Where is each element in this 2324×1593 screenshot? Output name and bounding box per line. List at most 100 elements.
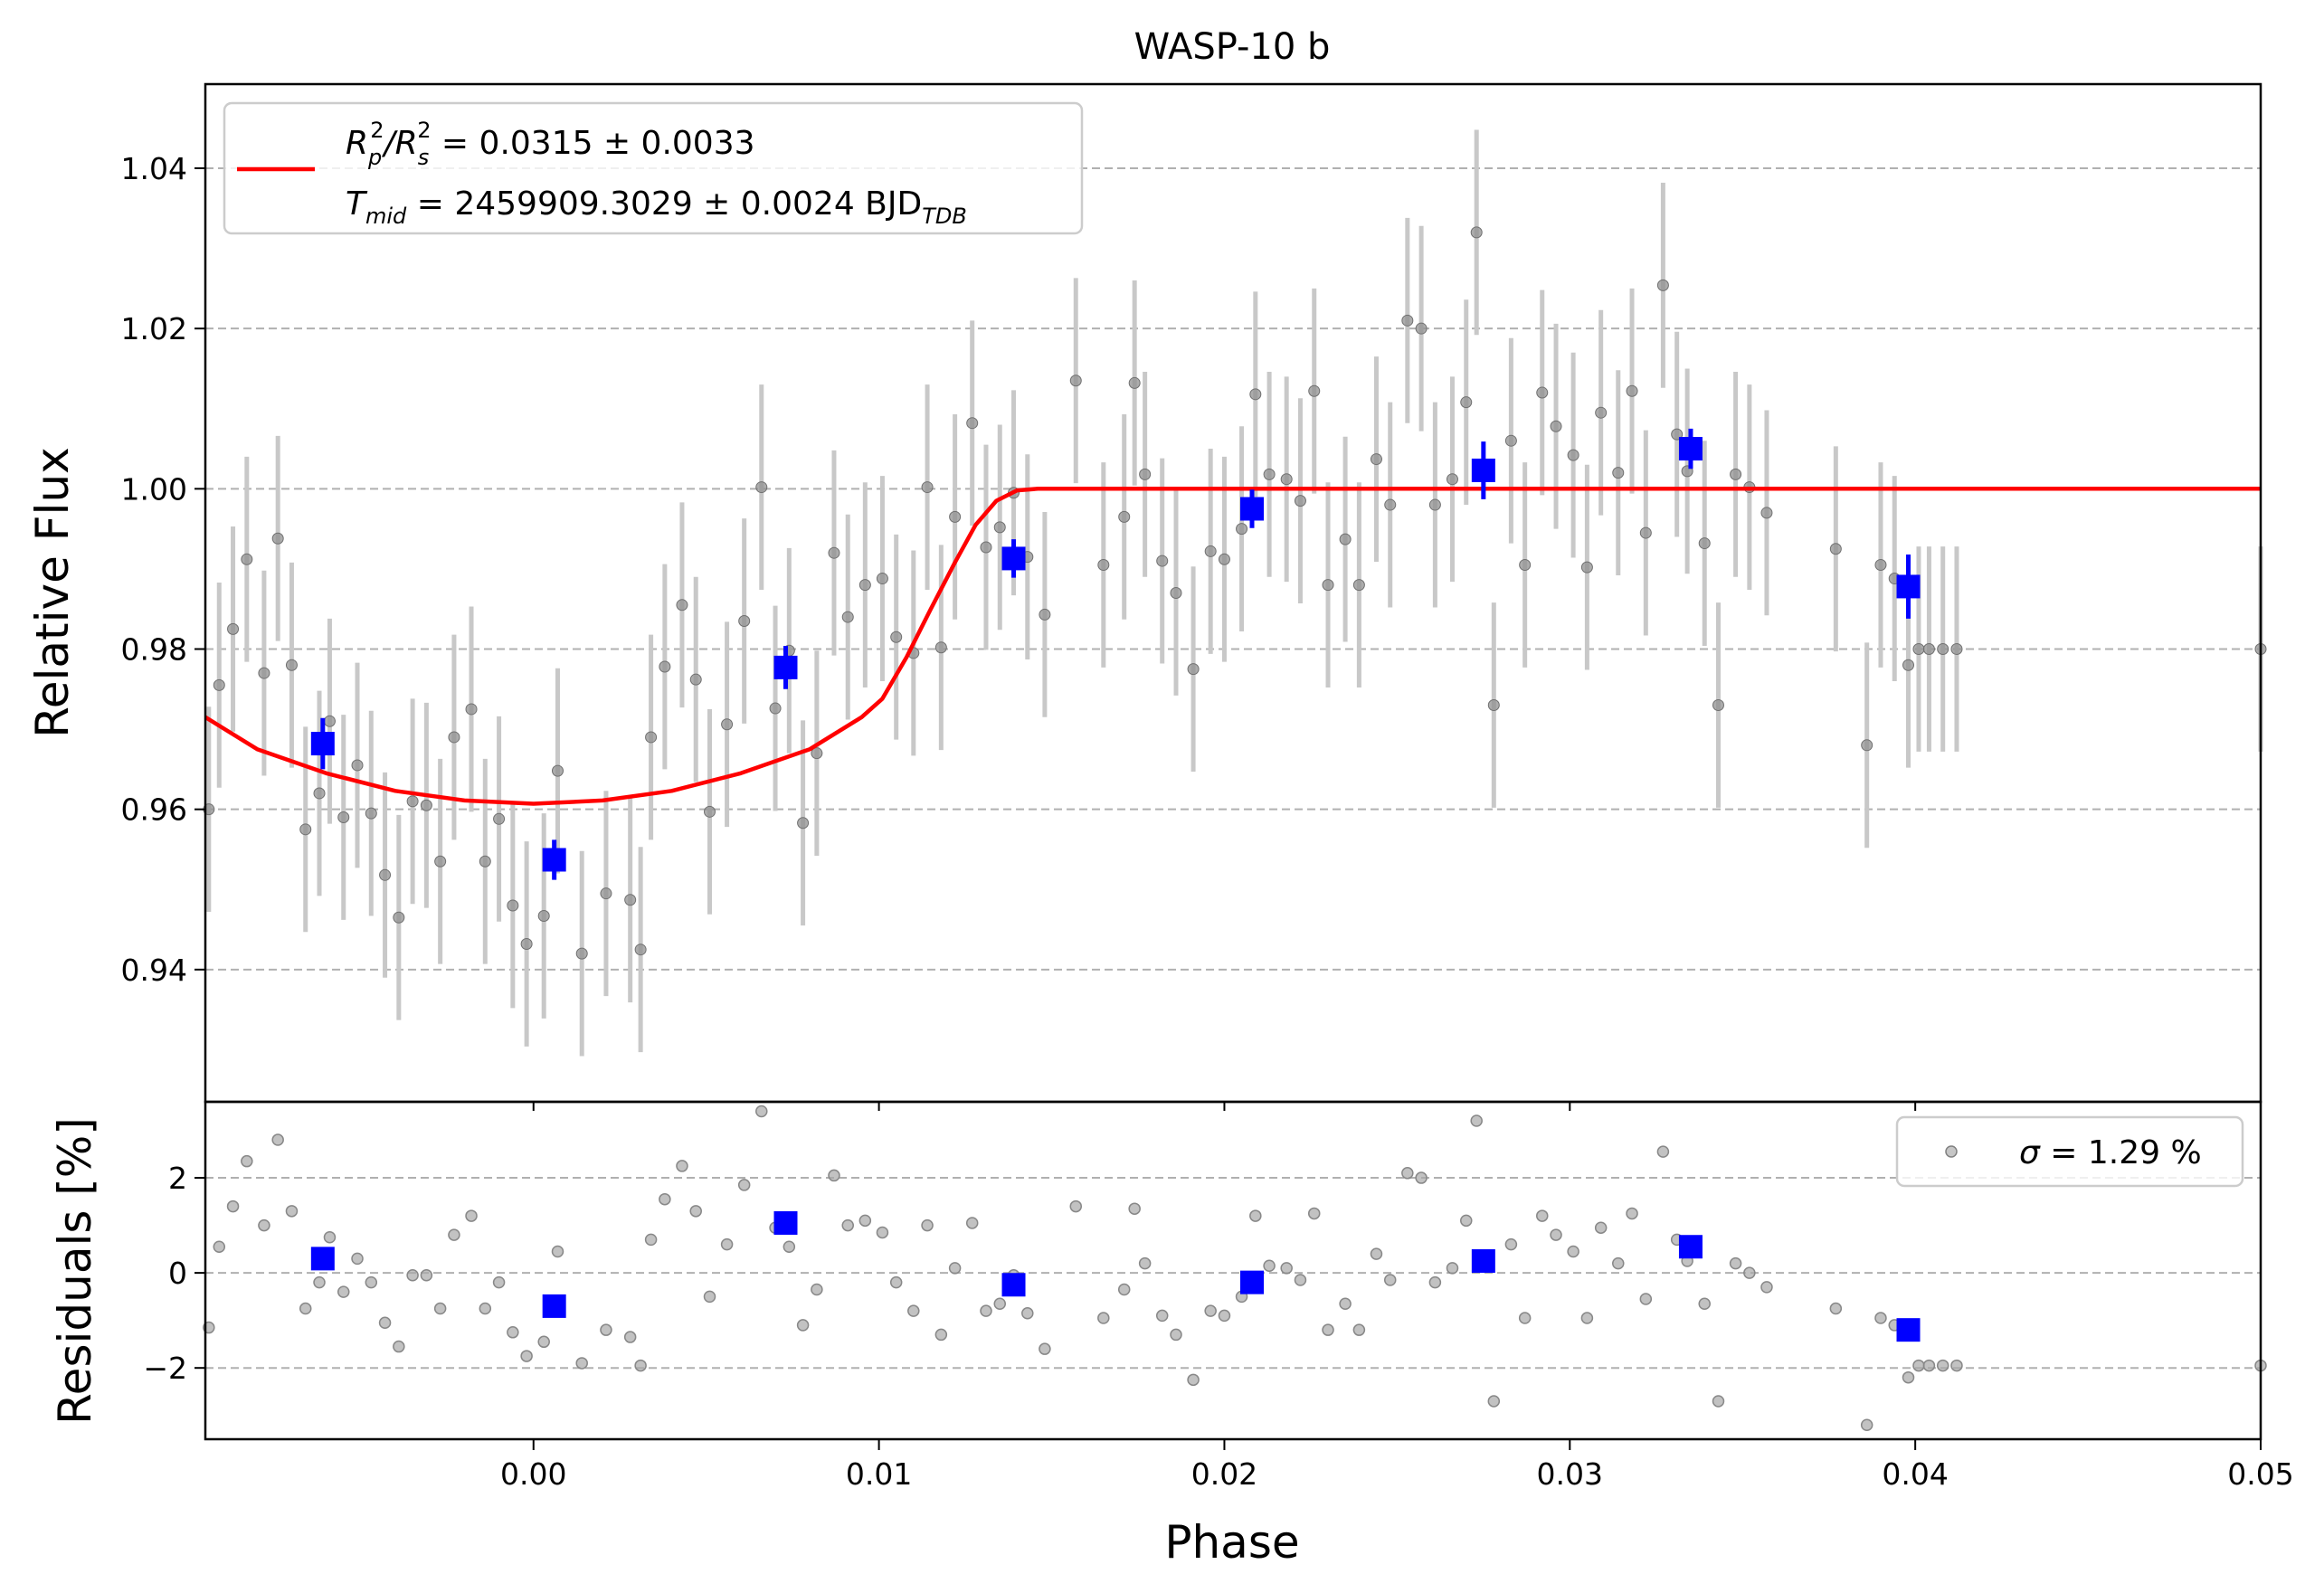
flux-legend: Rp2/Rs2 = 0.0315 ± 0.0033 Tmid = 2459909… [223, 101, 1084, 235]
residual-point [948, 1262, 962, 1275]
residual-point [537, 1335, 550, 1349]
residual-point [1580, 1312, 1594, 1324]
residual-point [1760, 1281, 1773, 1294]
flux-raw-point [949, 510, 962, 523]
residual-point [258, 1218, 270, 1232]
flux-raw-point [1912, 643, 1925, 656]
residual-point [783, 1240, 796, 1253]
residual-point [575, 1357, 588, 1370]
residuals-legend-box [1895, 1115, 2244, 1188]
flux-raw-point [1656, 279, 1669, 291]
residuals-y-tick-label: 0 [168, 1256, 187, 1291]
flux-raw-point [624, 894, 637, 906]
x-tick-label: 0.01 [846, 1456, 912, 1492]
x-axis-title: Phase [1164, 1516, 1299, 1569]
residual-point [600, 1323, 612, 1336]
flux-raw-point [921, 481, 934, 494]
flux-binned-point [1896, 574, 1921, 599]
flux-raw-point [465, 703, 478, 716]
residual-point [365, 1275, 378, 1289]
residual-point [1829, 1302, 1843, 1315]
flux-y-tick-label: 0.98 [121, 632, 187, 668]
flux-raw-point [1308, 384, 1321, 397]
residual-point [755, 1105, 768, 1118]
flux-y-axis-title: Relative Flux [26, 447, 79, 737]
flux-raw-point [351, 759, 364, 772]
flux-raw-point [1156, 555, 1169, 567]
flux-raw-point [1519, 558, 1532, 571]
residuals-legend-label: σ = 1.29 % [2019, 1134, 2202, 1171]
flux-raw-point [934, 641, 947, 654]
flux-raw-point [1236, 523, 1248, 536]
residual-point [720, 1237, 734, 1251]
flux-raw-point [1280, 473, 1293, 486]
flux-raw-point [1874, 558, 1887, 571]
flux-raw-point [1187, 663, 1200, 676]
residual-point [858, 1214, 872, 1228]
residual-point [1039, 1342, 1051, 1355]
residual-binned-point [1471, 1248, 1495, 1273]
flux-raw-point [406, 795, 419, 808]
flux-y-tick-label: 1.00 [121, 471, 187, 507]
flux-raw-point [1294, 495, 1306, 507]
flux-raw-point [1170, 587, 1182, 599]
flux-raw-point [634, 943, 647, 956]
flux-raw-point [258, 667, 270, 679]
flux-legend-depth-label: Rp2/Rs2 = 0.0315 ± 0.0033 [346, 118, 755, 170]
residual-point [1922, 1359, 1936, 1372]
flux-raw-point [1097, 558, 1110, 571]
flux-raw-point [1580, 561, 1593, 574]
flux-raw-point [841, 611, 854, 623]
residual-point [889, 1275, 903, 1289]
flux-raw-point [689, 673, 702, 686]
residual-point [271, 1133, 284, 1146]
flux-legend-box [223, 101, 1084, 235]
residual-point [1187, 1373, 1200, 1387]
flux-raw-point [1730, 468, 1742, 480]
flux-y-tick-label: 0.96 [121, 792, 187, 828]
residual-point [393, 1340, 405, 1353]
flux-raw-point [966, 417, 979, 430]
residual-point [1729, 1256, 1742, 1270]
residual-point [1936, 1359, 1949, 1372]
flux-raw-point [1218, 553, 1230, 565]
flux-raw-point [537, 909, 550, 922]
residual-point [1383, 1274, 1397, 1286]
flux-raw-point [1487, 699, 1500, 712]
flux-raw-point [1139, 468, 1152, 480]
flux-y-ticks: 0.94 0.96 0.98 1.00 1.02 1.04 [121, 151, 205, 988]
residuals-binned-points [310, 1210, 1921, 1342]
residual-binned-point [1678, 1235, 1703, 1259]
flux-raw-point [600, 887, 612, 900]
flux-raw-point [1118, 510, 1131, 523]
residual-point [907, 1304, 920, 1317]
flux-legend-tmid-label: Tmid = 2459909.3029 ± 0.0024 BJDTDB [346, 185, 967, 229]
residual-point [1294, 1274, 1307, 1286]
flux-raw-point [1937, 643, 1949, 656]
flux-raw-point [271, 532, 284, 545]
flux-raw-point [420, 799, 432, 811]
flux-model-curve [204, 487, 2261, 806]
flux-raw-point [738, 615, 751, 628]
flux-raw-point [1760, 507, 1773, 519]
residual-point [993, 1297, 1007, 1311]
flux-raw-point [1401, 314, 1414, 327]
flux-raw-point [337, 811, 350, 824]
flux-raw-point [876, 573, 888, 585]
flux-y-tick-label: 0.94 [121, 953, 187, 988]
flux-raw-point [676, 599, 688, 612]
flux-raw-point [313, 787, 326, 800]
flux-raw-point [1536, 386, 1549, 399]
residual-point [703, 1290, 716, 1304]
residual-point [737, 1179, 751, 1191]
residual-point [213, 1240, 226, 1253]
residual-point [876, 1226, 889, 1239]
flux-raw-point [858, 579, 871, 592]
x-tick-label: 0.00 [500, 1456, 566, 1492]
flux-panel: 0.94 0.96 0.98 1.00 1.02 1.04 Relative Flux R… [26, 82, 2267, 1111]
residual-point [965, 1217, 979, 1229]
flux-y-tick-label: 1.04 [121, 151, 187, 186]
residual-point [1218, 1309, 1231, 1323]
residual-point [1401, 1167, 1414, 1180]
